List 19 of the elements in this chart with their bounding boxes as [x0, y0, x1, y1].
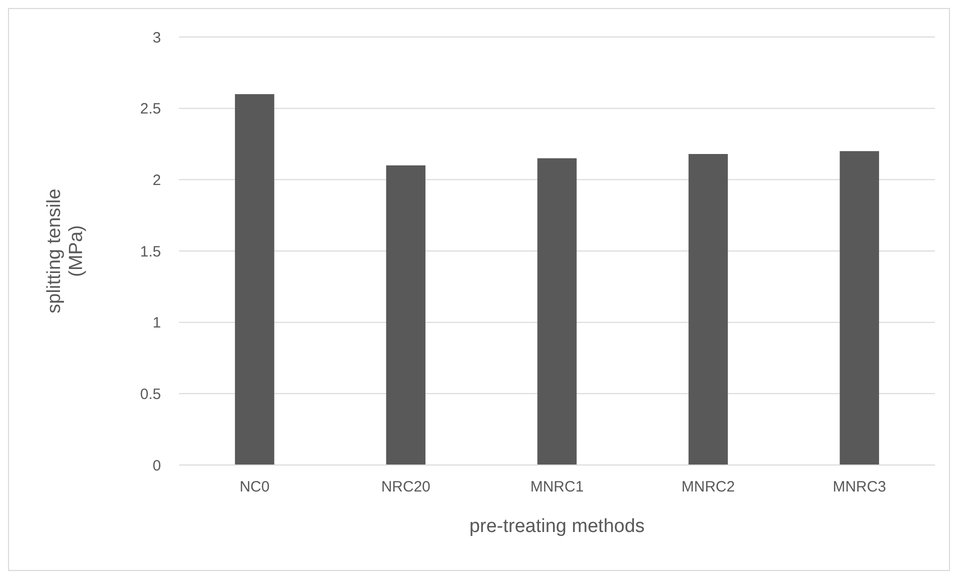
- x-tick-label: NC0: [240, 478, 270, 496]
- bar: [386, 165, 426, 465]
- x-tick-label: MNRC1: [530, 478, 584, 496]
- x-axis-title: pre-treating methods: [469, 516, 645, 537]
- y-tick-label: 0.5: [140, 386, 161, 403]
- bar: [840, 151, 880, 465]
- y-tick-label: 2: [152, 172, 161, 189]
- y-tick-label: 3: [152, 29, 161, 46]
- x-tick-label: MNRC3: [832, 478, 886, 496]
- bar: [688, 154, 728, 465]
- y-tick-label: 1: [152, 314, 161, 332]
- bar: [234, 94, 274, 465]
- y-tick-label: 0: [152, 457, 161, 474]
- y-tick-label: 1.5: [140, 243, 161, 260]
- x-tick-label: MNRC2: [682, 478, 735, 496]
- x-tick-label: NRC20: [381, 478, 430, 496]
- bar: [537, 158, 577, 465]
- y-axis-title: splitting tensile (MPa): [44, 188, 87, 314]
- y-tick-label: 2.5: [140, 100, 161, 118]
